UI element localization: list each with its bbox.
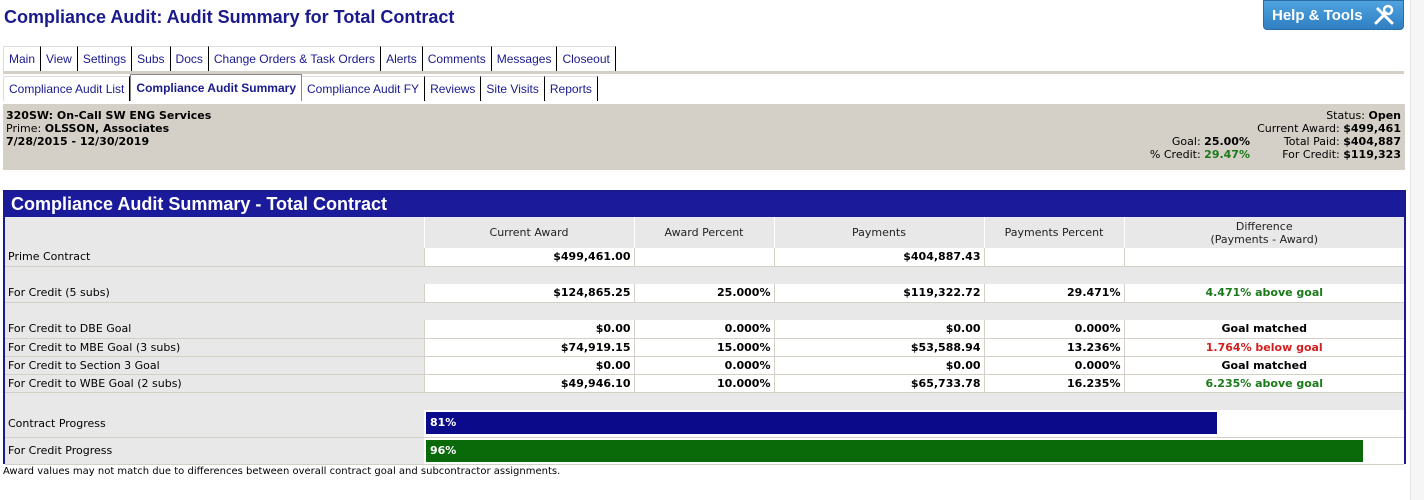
- for-credit-value: $119,323: [1343, 148, 1401, 161]
- for-credit-label: For Credit:: [1282, 148, 1340, 161]
- tab-compliance-audit-fy[interactable]: Compliance Audit FY: [302, 76, 426, 101]
- tools-icon: [1374, 4, 1394, 25]
- col-difference: Difference (Payments - Award): [1123, 217, 1404, 248]
- tab-alerts[interactable]: Alerts: [381, 46, 423, 71]
- contract-progress-bar: 81%: [426, 412, 1217, 434]
- diff-above-goal: 6.235% above goal: [1123, 374, 1404, 393]
- compliance-summary-panel: Compliance Audit Summary - Total Contrac…: [3, 190, 1406, 465]
- contract-dates: 7/28/2015 - 12/30/2019: [6, 135, 150, 148]
- tab-reports[interactable]: Reports: [544, 76, 598, 101]
- diff-below-goal: 1.764% below goal: [1123, 338, 1404, 357]
- tab-settings[interactable]: Settings: [77, 46, 133, 71]
- page-title: Compliance Audit: Audit Summary for Tota…: [4, 7, 455, 27]
- vertical-scrollbar[interactable]: [1410, 0, 1424, 500]
- col-payments: Payments: [773, 217, 984, 248]
- prime-name: OLSSON, Associates: [44, 122, 170, 135]
- summary-table: Current Award Award Percent Payments Pay…: [5, 217, 1404, 465]
- tab-messages[interactable]: Messages: [491, 46, 558, 71]
- credit-pct-value: 29.47%: [1204, 148, 1250, 161]
- status-info: Status: Open Current Award: $499,461 Tot…: [1257, 109, 1401, 161]
- col-payments-percent: Payments Percent: [983, 217, 1124, 248]
- help-tools-label: Help & Tools: [1272, 6, 1363, 24]
- tab-main[interactable]: Main: [3, 46, 42, 71]
- table-row: For Credit (5 subs) $124,865.25 25.000% …: [5, 284, 1404, 303]
- status-value: Open: [1368, 109, 1401, 122]
- col-current-award: Current Award: [423, 217, 634, 248]
- credit-progress-bar: 96%: [426, 439, 1363, 462]
- credit-pct-label: % Credit:: [1149, 148, 1201, 161]
- table-row: For Credit to MBE Goal (3 subs) $74,919.…: [5, 338, 1404, 357]
- tab-change-orders[interactable]: Change Orders & Task Orders: [208, 46, 382, 71]
- total-paid-value: $404,887: [1343, 135, 1401, 148]
- tab-view[interactable]: View: [41, 46, 78, 71]
- prime-label: Prime:: [6, 122, 42, 135]
- tab-docs[interactable]: Docs: [170, 46, 209, 71]
- help-tools-button[interactable]: Help & Tools: [1263, 0, 1404, 30]
- current-award-value: $499,461: [1343, 122, 1401, 135]
- contract-info-left: 320SW: On-Call SW ENG Services Prime: OL…: [6, 109, 211, 148]
- table-row: For Credit to Section 3 Goal $0.00 0.000…: [5, 356, 1404, 375]
- status-label: Status:: [1326, 109, 1365, 122]
- footnote: Award values may not match due to differ…: [3, 466, 561, 477]
- contract-info-band: 320SW: On-Call SW ENG Services Prime: OL…: [3, 104, 1405, 170]
- tab-closeout[interactable]: Closeout: [557, 46, 616, 71]
- current-award-label: Current Award:: [1257, 122, 1340, 135]
- contract-name: 320SW: On-Call SW ENG Services: [6, 109, 212, 122]
- diff-above-goal: 4.471% above goal: [1123, 284, 1404, 303]
- contract-progress-row: Contract Progress 81%: [5, 410, 1404, 438]
- goal-value: 25.00%: [1204, 135, 1250, 148]
- tab-compliance-audit-list[interactable]: Compliance Audit List: [3, 76, 131, 101]
- tab-compliance-audit-summary[interactable]: Compliance Audit Summary: [130, 74, 302, 101]
- table-header: Current Award Award Percent Payments Pay…: [5, 217, 1404, 248]
- tab-reviews[interactable]: Reviews: [425, 76, 482, 101]
- credit-progress-row: For Credit Progress 96%: [5, 437, 1404, 465]
- total-paid-label: Total Paid:: [1283, 135, 1340, 148]
- goal-info: Goal: 25.00% % Credit: 29.47%: [1150, 135, 1250, 161]
- table-row: For Credit to DBE Goal $0.00 0.000% $0.0…: [5, 320, 1404, 339]
- sub-tabs: Compliance Audit List Compliance Audit S…: [3, 74, 1404, 103]
- main-tabs: Main View Settings Subs Docs Change Orde…: [3, 46, 1404, 74]
- table-row: For Credit to WBE Goal (2 subs) $49,946.…: [5, 374, 1404, 393]
- table-row: Prime Contract $499,461.00 $404,887.43: [5, 248, 1404, 267]
- tab-subs[interactable]: Subs: [132, 46, 171, 71]
- summary-title: Compliance Audit Summary - Total Contrac…: [5, 192, 1404, 217]
- tab-site-visits[interactable]: Site Visits: [481, 76, 545, 101]
- col-award-percent: Award Percent: [633, 217, 774, 248]
- tab-comments[interactable]: Comments: [422, 46, 492, 71]
- goal-label: Goal:: [1171, 135, 1201, 148]
